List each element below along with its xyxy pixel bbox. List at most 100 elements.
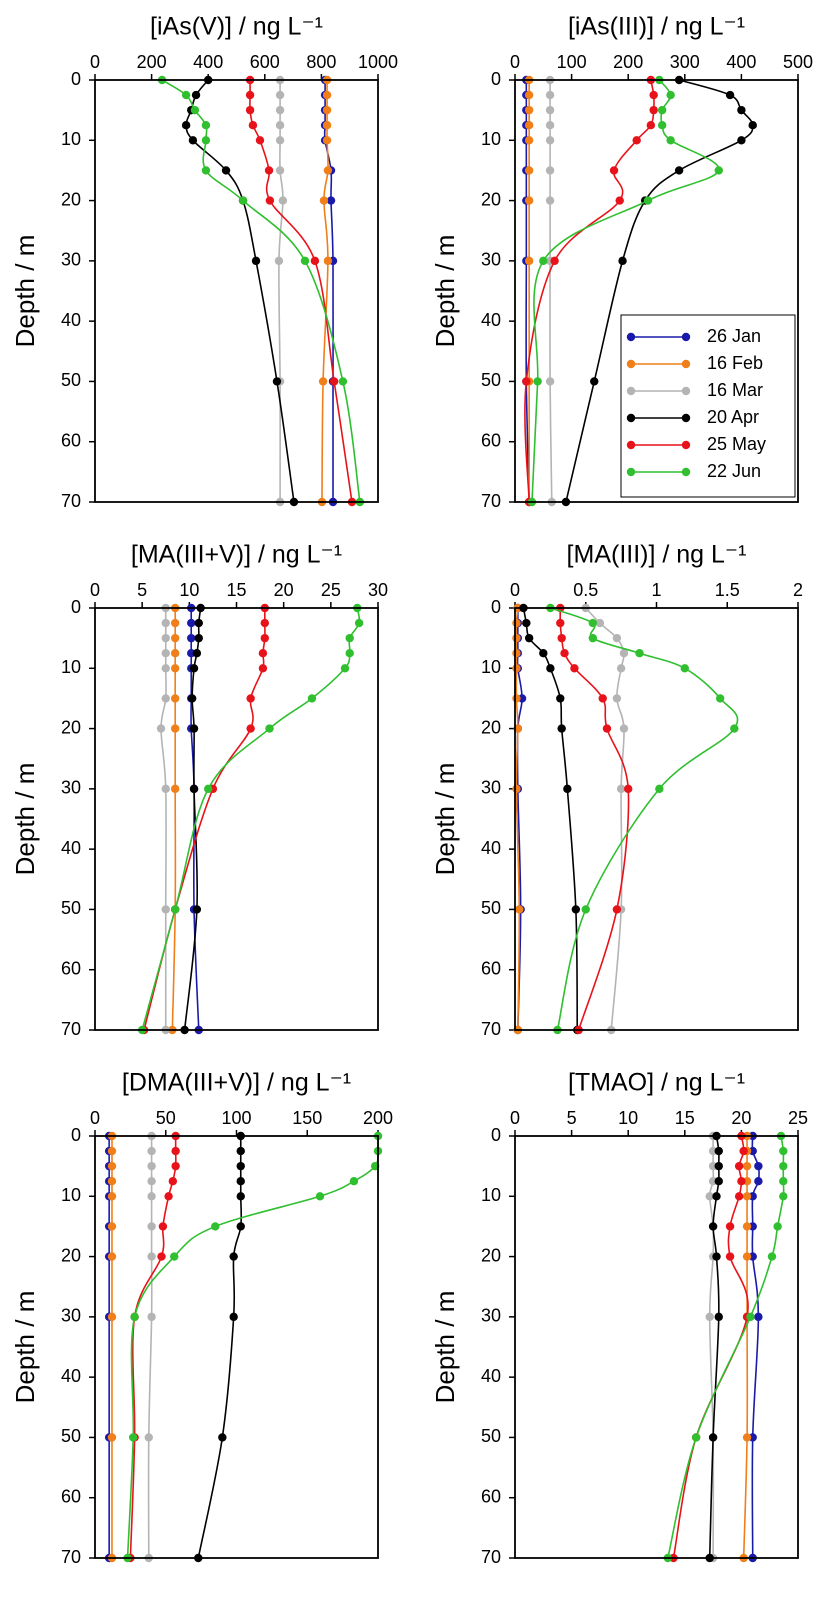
y-tick-label: 10 [61, 657, 81, 677]
plot-frame [94, 1135, 379, 1559]
data-point [192, 649, 202, 658]
legend-label: 16 Mar [707, 380, 763, 400]
series-line [667, 1135, 785, 1559]
series-line [126, 1135, 380, 1559]
data-point [746, 1312, 755, 1322]
y-tick-label: 20 [61, 1245, 81, 1265]
data-point [161, 649, 170, 658]
x-tick-label: 15 [675, 1108, 695, 1128]
data-point [329, 377, 339, 386]
data-point [187, 633, 196, 643]
data-point [779, 1161, 788, 1171]
y-tick-label: 50 [481, 1426, 501, 1446]
data-point [550, 256, 559, 266]
y-axis-label: Depth / m [430, 763, 460, 876]
legend-marker [681, 386, 691, 396]
data-point [345, 633, 354, 643]
data-point [323, 166, 333, 175]
y-tick-label: 50 [61, 1426, 81, 1446]
data-point [340, 664, 350, 673]
data-point [278, 196, 288, 205]
x-tick-label: 0 [90, 580, 100, 600]
data-point [192, 905, 202, 914]
data-point [725, 90, 735, 100]
data-point [181, 121, 191, 130]
data-point [322, 105, 332, 115]
legend-marker [626, 413, 636, 423]
data-point [236, 1192, 245, 1201]
x-tick-label: 400 [193, 52, 223, 72]
data-point [539, 256, 548, 266]
data-point [107, 1252, 117, 1261]
data-point [147, 1161, 156, 1171]
data-point [714, 1161, 723, 1171]
y-tick-label: 10 [61, 1185, 81, 1205]
panel-title: [iAs(V)] / ng L⁻¹ [150, 13, 323, 41]
y-tick-label: 60 [61, 430, 81, 450]
y-tick-label: 20 [481, 189, 501, 209]
data-point [265, 196, 275, 205]
data-point [524, 90, 534, 100]
data-point [236, 1146, 245, 1156]
data-point [612, 633, 622, 643]
data-point [524, 196, 534, 205]
data-point [307, 694, 317, 703]
data-point [714, 1146, 723, 1156]
x-tick-label: 1000 [358, 52, 398, 72]
data-point [345, 649, 354, 658]
data-point [204, 784, 213, 794]
data-point [512, 618, 521, 628]
y-tick-label: 20 [61, 189, 81, 209]
y-tick-label: 60 [481, 1486, 501, 1506]
data-point [767, 1252, 777, 1261]
data-point [107, 1222, 117, 1231]
data-point [730, 724, 739, 733]
data-point [545, 121, 555, 130]
data-point [779, 1146, 788, 1156]
data-point [201, 136, 211, 145]
x-tick-label: 1 [651, 580, 661, 600]
data-point [144, 1433, 153, 1442]
data-point [545, 105, 555, 115]
data-point [168, 1177, 178, 1186]
legend-label: 20 Apr [707, 407, 759, 427]
data-point [107, 1177, 117, 1186]
x-tick-label: 20 [274, 580, 294, 600]
plot-frame [94, 79, 379, 503]
data-point [147, 1222, 156, 1231]
series-line [143, 608, 266, 1031]
x-tick-label: 30 [368, 580, 388, 600]
data-point [236, 1222, 245, 1231]
data-point [524, 256, 534, 266]
data-point [754, 1312, 763, 1322]
data-point [666, 136, 675, 145]
x-tick-label: 25 [321, 580, 341, 600]
x-tick-label: 150 [292, 1108, 322, 1128]
data-point [618, 256, 627, 266]
y-tick-label: 60 [61, 958, 81, 978]
data-point [189, 724, 199, 733]
data-point [194, 618, 203, 628]
data-point [598, 694, 607, 703]
y-tick-label: 70 [481, 491, 501, 511]
data-point [563, 784, 572, 794]
y-tick-label: 70 [61, 1019, 81, 1039]
y-tick-label: 10 [481, 657, 501, 677]
y-tick-label: 10 [61, 129, 81, 149]
data-point [742, 1252, 752, 1261]
data-point [737, 1177, 746, 1186]
data-point [512, 649, 521, 658]
data-point [715, 694, 725, 703]
data-point [171, 1146, 180, 1156]
x-tick-label: 5 [567, 1108, 577, 1128]
x-tick-label: 2 [793, 580, 803, 600]
data-point [705, 1312, 714, 1322]
y-tick-label: 60 [481, 430, 501, 450]
x-tick-label: 50 [156, 1108, 176, 1128]
data-point [616, 784, 626, 794]
y-tick-label: 70 [481, 1547, 501, 1567]
data-point [171, 1161, 180, 1171]
data-point [512, 694, 521, 703]
data-point [590, 377, 599, 386]
